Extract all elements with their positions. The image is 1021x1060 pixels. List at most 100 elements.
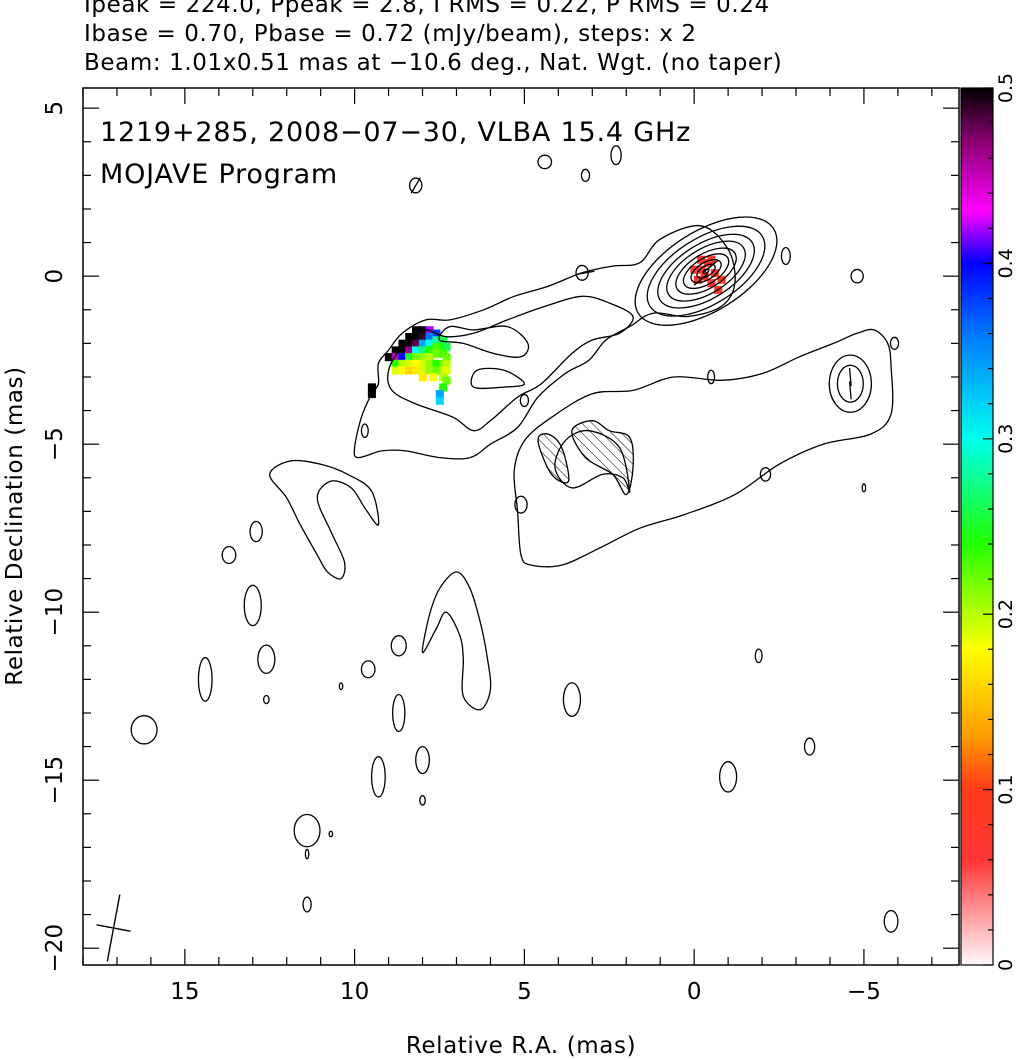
- contour-island: [360, 423, 369, 439]
- contour-island: [718, 761, 738, 793]
- negative-regions: [537, 420, 634, 496]
- contour-knot-inner: [470, 367, 526, 390]
- pol-pixel: [418, 373, 427, 382]
- pol-pixel: [432, 349, 441, 358]
- contour-island: [304, 848, 310, 860]
- pol-pixel: [693, 275, 702, 284]
- contour-island: [370, 756, 386, 798]
- y-tick-label: −15: [42, 756, 68, 805]
- pol-pixel: [412, 366, 421, 375]
- pol-pixel: [412, 332, 421, 341]
- evpa-vector: [410, 177, 421, 194]
- pol-pixel: [717, 275, 726, 284]
- pol-pixel: [412, 326, 421, 335]
- contour-island: [390, 635, 407, 657]
- header-line-2: Ibase = 0.70, Pbase = 0.72 (mJy/beam), s…: [84, 21, 697, 47]
- beam-marker: [96, 894, 131, 962]
- pol-pixel: [439, 383, 448, 392]
- y-axis-ticks: [83, 107, 959, 949]
- x-tick-label: 15: [170, 979, 199, 1005]
- pol-pixel: [442, 366, 451, 375]
- pol-pixel: [367, 383, 376, 392]
- contour-island: [537, 154, 553, 170]
- pol-pixel: [425, 346, 434, 355]
- core-contour: [696, 263, 716, 279]
- y-tick-label: −10: [42, 588, 68, 637]
- contour-arc-a: [269, 459, 380, 580]
- contour-knot-ring: [836, 364, 864, 403]
- contour-island: [392, 693, 406, 733]
- contour-island: [610, 145, 622, 166]
- pol-pixel: [442, 353, 451, 362]
- pol-pixel: [405, 366, 414, 375]
- colorbar-tick-label: 0.5: [995, 73, 1017, 103]
- y-axis-label: Relative Declination (mas): [2, 366, 28, 685]
- contour-island: [257, 644, 276, 674]
- core-contour: [690, 258, 722, 284]
- contour-island: [889, 336, 900, 351]
- pol-pixel: [412, 339, 421, 348]
- colorbar: [960, 87, 994, 966]
- colorbar-ticks: [983, 87, 993, 966]
- contour-island: [249, 520, 263, 543]
- pol-pixel: [398, 359, 407, 368]
- contour-island: [580, 168, 591, 183]
- contour-island: [328, 830, 334, 838]
- x-tick-label: −5: [847, 979, 881, 1005]
- contour-trailing-inner: [554, 429, 631, 493]
- pol-pixel: [425, 359, 434, 368]
- colorbar-tick-label: 0.3: [995, 424, 1017, 454]
- core-contour: [702, 268, 710, 275]
- pol-pixel: [710, 269, 719, 278]
- pol-pixel: [391, 346, 400, 355]
- pol-pixel: [412, 353, 421, 362]
- pol-pixel: [405, 346, 414, 355]
- pol-pixel: [391, 366, 400, 375]
- pol-pixel: [442, 359, 451, 368]
- evpa-vectors: [410, 177, 852, 400]
- pol-pixel: [432, 343, 441, 352]
- contour-island: [415, 745, 430, 775]
- pol-pixel: [405, 339, 414, 348]
- contour-island: [754, 648, 763, 664]
- pol-pixel: [412, 346, 421, 355]
- core-contour: [646, 225, 766, 317]
- evpa-vector: [848, 367, 852, 386]
- header-line-3: Beam: 1.01x0.51 mas at −10.6 deg., Nat. …: [84, 50, 783, 76]
- x-tick-label: 0: [687, 979, 702, 1005]
- contour-island: [562, 682, 582, 717]
- core-contour: [657, 233, 755, 309]
- colorbar-tick-label: 0.1: [995, 774, 1017, 804]
- contour-island: [243, 584, 262, 627]
- x-axis-ticks: [82, 88, 933, 965]
- y-tick-label: 0: [42, 269, 68, 284]
- contour-arc-b: [421, 571, 492, 711]
- pol-pixel: [405, 353, 414, 362]
- x-tick-label: 10: [340, 979, 369, 1005]
- evpa-vector: [703, 259, 719, 273]
- contour-outer-jet: [353, 224, 736, 460]
- pol-pixel: [425, 353, 434, 362]
- pol-pixel: [398, 353, 407, 362]
- core-contour: [666, 240, 746, 302]
- contour-island: [883, 909, 899, 933]
- contour-island: [197, 656, 213, 702]
- contour-island: [338, 682, 344, 691]
- contour-island: [861, 483, 867, 493]
- colorbar-tick-label: 0.2: [995, 599, 1017, 629]
- contour-island: [514, 495, 528, 514]
- contour-island: [780, 246, 791, 266]
- contour-island: [408, 177, 423, 194]
- contour-island: [302, 896, 312, 913]
- y-axis-tick-labels: 5 0 −5 −10 −15 −20: [42, 101, 68, 973]
- pol-pixel: [391, 359, 400, 368]
- evpa-vector: [576, 270, 595, 276]
- pol-pixel: [442, 343, 451, 352]
- pol-pixel: [418, 332, 427, 341]
- core-contour: [634, 216, 778, 326]
- contour-knot-ring: [828, 354, 873, 413]
- pol-pixel: [418, 359, 427, 368]
- contour-knot: [438, 325, 530, 358]
- pol-pixel: [398, 339, 407, 348]
- contour-island: [759, 467, 772, 482]
